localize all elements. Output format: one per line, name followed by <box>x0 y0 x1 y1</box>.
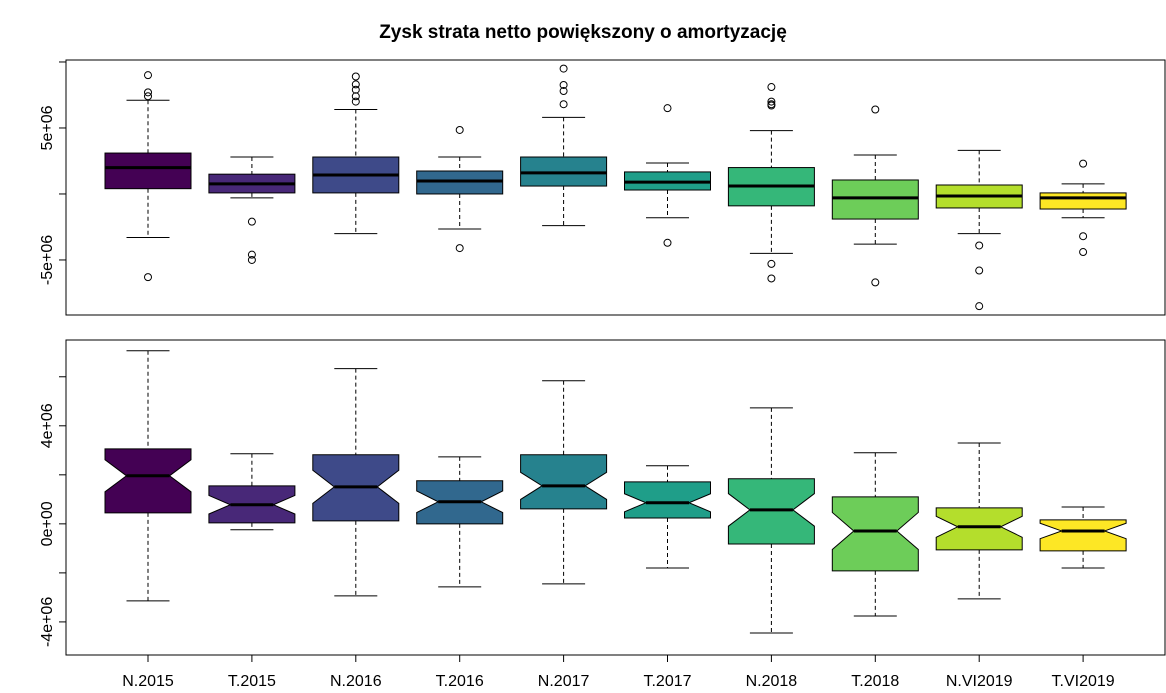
outlier <box>351 97 360 106</box>
x-tick-label: T.VI2019 <box>1052 673 1115 690</box>
box <box>104 152 192 190</box>
outlier <box>975 241 984 250</box>
x-tick-label: N.2017 <box>538 673 590 690</box>
box <box>831 179 919 220</box>
outlier <box>351 92 360 101</box>
outlier <box>559 87 568 96</box>
y-tick-label: 0e+00 <box>39 501 56 546</box>
outlier <box>455 125 464 134</box>
outlier <box>767 259 776 268</box>
box <box>520 454 608 510</box>
outlier <box>1079 159 1088 168</box>
x-tick-label: N.VI2019 <box>946 673 1013 690</box>
plot-frame <box>65 339 1166 656</box>
y-tick-label: -5e+06 <box>39 235 56 285</box>
y-tick-label: 5e+06 <box>39 105 56 150</box>
outlier <box>975 266 984 275</box>
outlier <box>767 274 776 283</box>
x-tick-label: T.2018 <box>851 673 899 690</box>
x-tick-label: N.2016 <box>330 673 382 690</box>
box <box>104 448 192 514</box>
outlier <box>247 255 256 264</box>
x-tick-label: N.2018 <box>746 673 798 690</box>
outlier <box>1079 232 1088 241</box>
outlier <box>144 88 152 97</box>
outlier <box>767 83 776 92</box>
outlier <box>247 217 256 226</box>
outlier <box>1079 248 1088 257</box>
outlier <box>559 64 568 73</box>
box <box>1039 192 1127 210</box>
outlier <box>351 80 360 89</box>
outlier <box>871 278 880 287</box>
outlier <box>767 97 776 106</box>
y-tick-label: -4e+06 <box>39 597 56 647</box>
chart-title: Zysk strata netto powiększony o amortyza… <box>379 22 787 43</box>
x-tick-label: T.2015 <box>228 673 276 690</box>
outlier <box>144 92 152 101</box>
outlier <box>559 100 568 109</box>
outlier <box>767 101 776 110</box>
x-tick-label: N.2015 <box>122 673 174 690</box>
outlier <box>144 71 152 80</box>
outlier <box>871 105 880 114</box>
outlier <box>144 273 152 282</box>
plot-frame <box>65 59 1166 316</box>
x-tick-label: T.2017 <box>643 673 691 690</box>
y-tick-label: 4e+06 <box>39 403 56 448</box>
outlier <box>247 250 256 259</box>
box <box>624 481 711 519</box>
x-tick-label: T.2016 <box>436 673 484 690</box>
outlier <box>663 238 672 247</box>
box <box>1039 519 1127 552</box>
outlier <box>351 85 360 94</box>
box <box>831 496 919 572</box>
outlier <box>663 104 672 113</box>
box <box>935 507 1023 551</box>
outlier <box>351 72 360 81</box>
outlier <box>455 244 464 253</box>
outlier <box>559 80 568 89</box>
outlier <box>975 302 984 311</box>
